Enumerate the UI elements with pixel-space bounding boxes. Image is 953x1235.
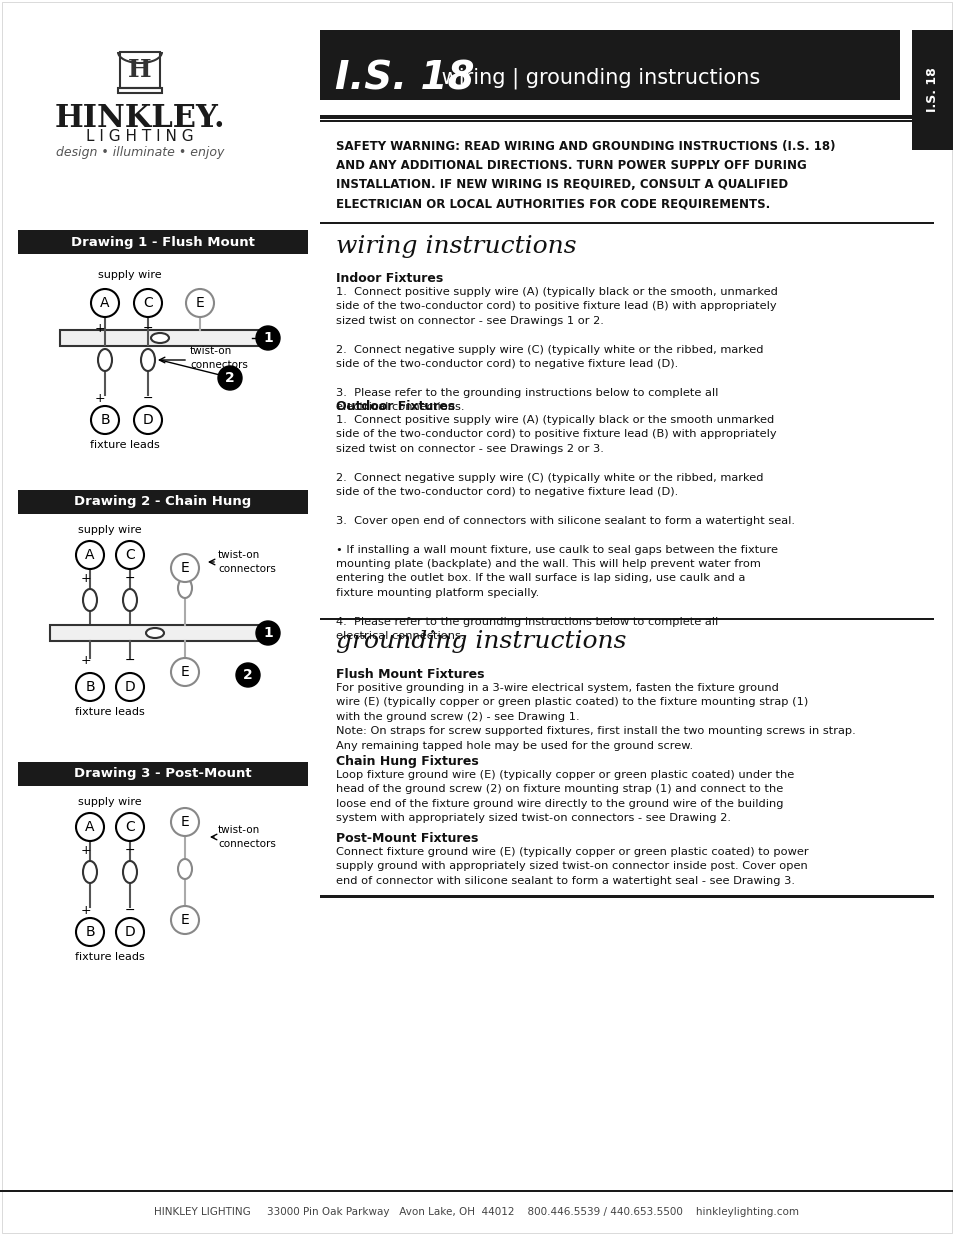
Ellipse shape: [123, 589, 137, 611]
Text: D: D: [143, 412, 153, 427]
Circle shape: [171, 555, 199, 582]
Text: E: E: [180, 913, 190, 927]
Ellipse shape: [83, 861, 97, 883]
Circle shape: [76, 813, 104, 841]
Text: SAFETY WARNING: READ WIRING AND GROUNDING INSTRUCTIONS (I.S. 18)
AND ANY ADDITIO: SAFETY WARNING: READ WIRING AND GROUNDIN…: [335, 140, 835, 210]
Text: Drawing 2 - Chain Hung: Drawing 2 - Chain Hung: [74, 495, 252, 509]
Text: L I G H T I N G: L I G H T I N G: [86, 128, 193, 143]
Text: E: E: [195, 296, 204, 310]
Text: +: +: [94, 322, 105, 335]
Ellipse shape: [123, 861, 137, 883]
Circle shape: [218, 366, 242, 390]
Text: E: E: [180, 561, 190, 576]
Text: B: B: [100, 412, 110, 427]
Text: twist-on
connectors: twist-on connectors: [218, 551, 275, 573]
Text: supply wire: supply wire: [98, 270, 162, 280]
Text: supply wire: supply wire: [78, 525, 142, 535]
Text: Drawing 1 - Flush Mount: Drawing 1 - Flush Mount: [71, 236, 254, 248]
Bar: [120, 52, 160, 88]
Text: Loop fixture ground wire (E) (typically copper or green plastic coated) under th: Loop fixture ground wire (E) (typically …: [335, 769, 794, 824]
Text: −: −: [125, 655, 135, 667]
Text: wiring | grounding instructions: wiring | grounding instructions: [435, 67, 760, 89]
Text: design • illuminate • enjoy: design • illuminate • enjoy: [56, 146, 224, 158]
Text: −: −: [143, 322, 153, 335]
Text: +: +: [81, 572, 91, 585]
Text: Connect fixture ground wire (E) (typically copper or green plastic coated) to po: Connect fixture ground wire (E) (typical…: [335, 847, 808, 885]
Ellipse shape: [98, 350, 112, 370]
Ellipse shape: [141, 350, 154, 370]
Circle shape: [235, 663, 260, 687]
Text: Indoor Fixtures: Indoor Fixtures: [335, 272, 443, 285]
Circle shape: [255, 326, 280, 350]
Text: twist-on
connectors: twist-on connectors: [218, 825, 275, 848]
Circle shape: [116, 918, 144, 946]
Bar: [319, 115, 933, 119]
Text: D: D: [125, 925, 135, 939]
Circle shape: [116, 813, 144, 841]
Text: supply wire: supply wire: [78, 797, 142, 806]
Text: For positive grounding in a 3-wire electrical system, fasten the fixture ground
: For positive grounding in a 3-wire elect…: [335, 683, 855, 751]
Text: H: H: [128, 58, 152, 82]
Circle shape: [255, 621, 280, 645]
Text: E: E: [180, 815, 190, 829]
Circle shape: [133, 289, 162, 317]
Circle shape: [116, 673, 144, 701]
Circle shape: [91, 289, 119, 317]
Text: A: A: [100, 296, 110, 310]
Text: −: −: [125, 572, 135, 585]
Circle shape: [171, 658, 199, 685]
Text: A: A: [85, 820, 94, 834]
Text: Outdoor Fixtures: Outdoor Fixtures: [335, 400, 455, 412]
Text: −: −: [143, 391, 153, 405]
Text: A: A: [85, 548, 94, 562]
Text: −: −: [125, 904, 135, 918]
Circle shape: [186, 289, 213, 317]
Bar: [319, 895, 933, 898]
Circle shape: [133, 406, 162, 433]
Bar: [319, 618, 933, 620]
Text: fixture leads: fixture leads: [75, 706, 145, 718]
Circle shape: [116, 541, 144, 569]
Text: wiring instructions: wiring instructions: [335, 235, 576, 258]
Text: 1: 1: [263, 626, 273, 640]
Circle shape: [76, 541, 104, 569]
Text: twist-on
connectors: twist-on connectors: [190, 346, 248, 369]
Bar: [18, 490, 308, 514]
Text: D: D: [125, 680, 135, 694]
Text: Chain Hung Fixtures: Chain Hung Fixtures: [335, 755, 478, 768]
Text: E: E: [180, 664, 190, 679]
Circle shape: [76, 673, 104, 701]
Bar: [319, 222, 933, 224]
Text: grounding instructions: grounding instructions: [335, 630, 626, 653]
Circle shape: [91, 406, 119, 433]
Ellipse shape: [146, 629, 164, 638]
Text: fixture leads: fixture leads: [90, 440, 160, 450]
Text: HINKLEY LIGHTING     33000 Pin Oak Parkway   Avon Lake, OH  44012    800.446.553: HINKLEY LIGHTING 33000 Pin Oak Parkway A…: [154, 1207, 799, 1216]
Text: fixture leads: fixture leads: [75, 952, 145, 962]
Text: 2: 2: [243, 668, 253, 682]
Text: 1: 1: [263, 331, 273, 345]
Text: Drawing 3 - Post-Mount: Drawing 3 - Post-Mount: [74, 767, 252, 781]
Bar: [50, 625, 260, 641]
Bar: [18, 230, 308, 254]
Text: I.S. 18: I.S. 18: [335, 59, 474, 98]
Ellipse shape: [83, 589, 97, 611]
Bar: [118, 88, 162, 93]
Text: +: +: [81, 844, 91, 857]
Ellipse shape: [178, 578, 192, 598]
Ellipse shape: [151, 333, 169, 343]
Bar: [911, 30, 953, 149]
Text: +: +: [94, 391, 105, 405]
Bar: [319, 120, 933, 121]
Text: 1.  Connect positive supply wire (A) (typically black or the smooth unmarked
sid: 1. Connect positive supply wire (A) (typ…: [335, 415, 794, 641]
Text: Post-Mount Fixtures: Post-Mount Fixtures: [335, 832, 477, 845]
Text: C: C: [143, 296, 152, 310]
Text: +: +: [81, 904, 91, 918]
Text: HINKLEY.: HINKLEY.: [54, 103, 225, 133]
Text: B: B: [85, 925, 94, 939]
Text: Flush Mount Fixtures: Flush Mount Fixtures: [335, 668, 484, 680]
Text: I.S. 18: I.S. 18: [925, 68, 939, 112]
Text: +: +: [81, 655, 91, 667]
Text: C: C: [125, 820, 134, 834]
Circle shape: [76, 918, 104, 946]
